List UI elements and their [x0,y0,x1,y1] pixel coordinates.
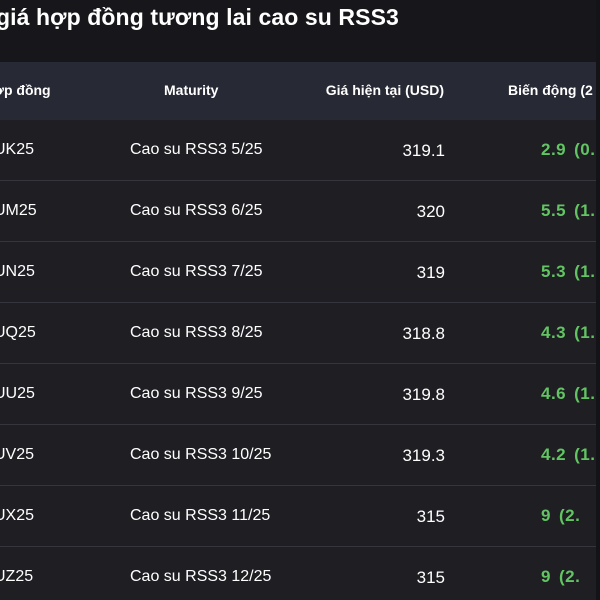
change-cell: 9 (2. [541,567,580,587]
change-value: 9 [541,567,551,586]
change-percent: (1. [574,201,596,220]
table-row[interactable]: UM25 Cao su RSS3 6/25 320 5.5 (1. [0,181,600,242]
change-percent: (1. [574,445,596,464]
maturity-cell: Cao su RSS3 8/25 [130,324,263,341]
change-cell: 5.5 (1. [541,201,595,221]
table-row[interactable]: UV25 Cao su RSS3 10/25 319.3 4.2 (1. [0,425,600,486]
price-cell: 315 [416,568,445,587]
contract-code: UV25 [0,446,35,463]
change-cell: 9 (2. [541,506,580,526]
price-cell: 315 [416,507,445,526]
change-percent: (1. [574,323,596,342]
page-title: giá hợp đồng tương lai cao su RSS3 [0,4,399,30]
change-cell: 4.3 (1. [541,323,595,343]
maturity-cell: Cao su RSS3 10/25 [130,446,272,463]
change-cell: 4.6 (1. [541,384,595,404]
column-header-price[interactable]: Giá hiện tại (USD) [325,82,444,98]
change-percent: (1. [574,384,596,403]
futures-price-table: ợp đồng Maturity Giá hiện tại (USD) Biến… [0,62,600,600]
column-header-maturity[interactable]: Maturity [164,82,219,98]
table-row[interactable]: UZ25 Cao su RSS3 12/25 315 9 (2. [0,547,600,600]
table-row[interactable]: UN25 Cao su RSS3 7/25 319 5.3 (1. [0,242,600,303]
maturity-cell: Cao su RSS3 5/25 [130,141,263,158]
contract-code: UQ25 [0,324,36,341]
contract-code: UU25 [0,385,35,402]
table-row[interactable]: UK25 Cao su RSS3 5/25 319.1 2.9 (0. [0,120,600,181]
contract-code: UN25 [0,263,35,280]
maturity-cell: Cao su RSS3 7/25 [130,263,263,280]
price-cell: 319 [416,263,445,282]
change-value: 4.6 [541,384,567,403]
contract-code: UK25 [0,141,35,158]
contract-code: UX25 [0,507,35,524]
price-cell: 318.8 [402,324,445,343]
price-cell: 319.3 [402,446,445,465]
change-percent: (2. [558,567,581,586]
table-body: UK25 Cao su RSS3 5/25 319.1 2.9 (0. UM25 … [0,120,600,600]
change-percent: (2. [558,506,581,525]
maturity-cell: Cao su RSS3 11/25 [130,507,271,524]
change-value: 5.3 [541,262,567,281]
column-header-change[interactable]: Biến động (2 [508,82,593,98]
table-row[interactable]: UQ25 Cao su RSS3 8/25 318.8 4.3 (1. [0,303,600,364]
maturity-cell: Cao su RSS3 12/25 [130,568,272,585]
price-cell: 319.1 [402,141,445,160]
column-header-contract[interactable]: ợp đồng [0,82,51,98]
table-row[interactable]: UU25 Cao su RSS3 9/25 319.8 4.6 (1. [0,364,600,425]
price-cell: 320 [416,202,445,221]
change-value: 5.5 [541,201,567,220]
title-bar: giá hợp đồng tương lai cao su RSS3 [0,0,600,62]
contract-code: UM25 [0,202,37,219]
change-cell: 2.9 (0. [541,140,595,160]
maturity-cell: Cao su RSS3 9/25 [130,385,263,402]
contract-code: UZ25 [0,568,34,585]
change-value: 4.3 [541,323,567,342]
change-value: 2.9 [541,140,567,159]
change-cell: 4.2 (1. [541,445,595,465]
table-row[interactable]: UX25 Cao su RSS3 11/25 315 9 (2. [0,486,600,547]
change-cell: 5.3 (1. [541,262,595,282]
change-percent: (0. [574,140,596,159]
price-cell: 319.8 [402,385,445,404]
table-header: ợp đồng Maturity Giá hiện tại (USD) Biến… [0,62,600,120]
change-value: 9 [541,506,551,525]
change-value: 4.2 [541,445,567,464]
window-edge [596,0,600,600]
maturity-cell: Cao su RSS3 6/25 [130,202,263,219]
change-percent: (1. [574,262,596,281]
